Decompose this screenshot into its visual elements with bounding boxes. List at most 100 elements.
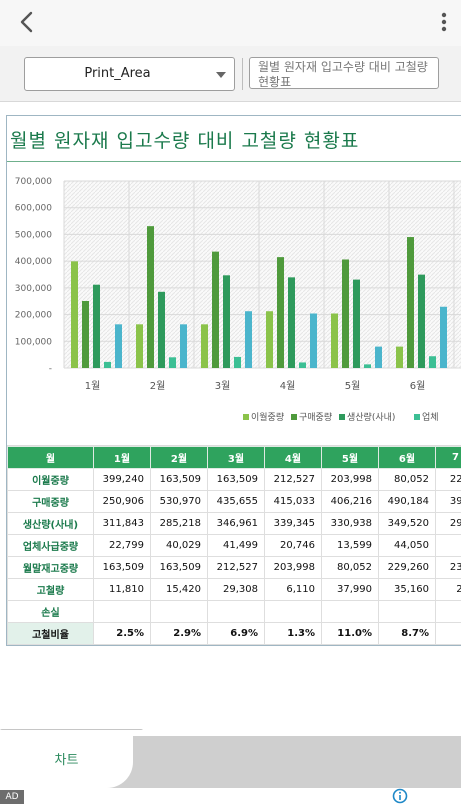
table-cell[interactable] [378, 600, 436, 623]
table-cell[interactable]: 163,509 [93, 556, 151, 579]
table-cell[interactable]: 399,240 [93, 468, 151, 491]
table-cell[interactable]: 298 [435, 512, 461, 535]
table-cell[interactable]: 163,509 [150, 556, 208, 579]
table-cell[interactable]: 80,052 [321, 556, 379, 579]
y-tick-label: 400,000 [15, 257, 52, 267]
table-cell[interactable]: 11,810 [93, 578, 151, 601]
horizontal-scrollbar[interactable] [0, 729, 143, 730]
table-cell[interactable] [150, 600, 208, 623]
row-header[interactable]: 월말재고중량 [7, 556, 94, 579]
y-tick-label: 600,000 [15, 204, 52, 214]
table-cell[interactable]: 339,345 [264, 512, 322, 535]
row-header[interactable]: 구매중량 [7, 490, 94, 513]
table-row: 월말재고중량 163,509 163,509 212,527 203,998 80,052… [7, 556, 461, 579]
table-row: 업체사급중량 22,799 40,029 41,499 20,746 13,599 44,0… [7, 534, 461, 557]
column-header[interactable]: 4월 [264, 446, 322, 469]
table-cell[interactable]: 415,033 [264, 490, 322, 513]
column-header[interactable]: 3월 [207, 446, 265, 469]
legend-label: 업체 [422, 412, 439, 423]
table-cell[interactable]: 44,050 [378, 534, 436, 557]
table-cell[interactable]: 13,599 [321, 534, 379, 557]
name-box-dropdown[interactable]: Print_Area [24, 57, 235, 91]
table-cell[interactable]: 212,527 [264, 468, 322, 491]
table-cell[interactable]: 163,509 [150, 468, 208, 491]
table-cell[interactable]: 2.5% [93, 622, 151, 645]
table-cell[interactable] [321, 600, 379, 623]
data-table[interactable]: 월 1월 2월 3월 4월 5월 6월 7 이월중량 399,240 163,509 163,509 2… [7, 446, 461, 645]
table-cell[interactable]: 349,520 [378, 512, 436, 535]
table-cell[interactable] [264, 600, 322, 623]
table-cell[interactable]: 8.7% [378, 622, 436, 645]
row-header[interactable]: 손실 [7, 600, 94, 623]
info-icon[interactable] [392, 788, 408, 804]
row-header[interactable]: 업체사급중량 [7, 534, 94, 557]
bar [429, 356, 436, 368]
table-cell[interactable]: 80,052 [378, 468, 436, 491]
toolbar-divider [242, 58, 243, 90]
table-cell[interactable]: 230 [435, 556, 461, 579]
legend-swatch [291, 414, 297, 420]
table-cell[interactable]: 530,970 [150, 490, 208, 513]
table-cell[interactable]: 406,216 [321, 490, 379, 513]
formula-value: 월별 원자재 입고수량 대비 고철량 현황표 [258, 60, 428, 89]
legend-label: 이월중량 [251, 411, 284, 423]
row-header[interactable]: 고철비율 [7, 622, 94, 645]
x-tick-label: 5월 [345, 380, 361, 392]
table-cell[interactable]: 2 [435, 534, 461, 557]
table-cell[interactable]: 2.9% [150, 622, 208, 645]
table-cell[interactable]: 229 [435, 468, 461, 491]
column-header[interactable]: 6월 [378, 446, 436, 469]
y-tick-label: 300,000 [15, 284, 52, 294]
table-cell[interactable]: 20,746 [264, 534, 322, 557]
table-cell[interactable] [207, 600, 265, 623]
tab-chart[interactable]: 차트 [0, 736, 133, 788]
table-cell[interactable]: 40,029 [150, 534, 208, 557]
table-cell[interactable]: 6,110 [264, 578, 322, 601]
bar [331, 313, 338, 368]
table-cell[interactable] [435, 622, 461, 645]
table-cell[interactable]: 285,218 [150, 512, 208, 535]
table-cell[interactable]: 203,998 [264, 556, 322, 579]
spreadsheet-area[interactable]: 월별 원자재 입고수량 대비 고철량 현황표 700,000 600,000 500… [0, 102, 461, 730]
bar-chart[interactable]: 700,000 600,000 500,000 400,000 300,000 200,0… [7, 168, 461, 443]
table-cell[interactable]: 398 [435, 490, 461, 513]
table-cell[interactable]: 1.3% [264, 622, 322, 645]
table-cell[interactable]: 6.9% [207, 622, 265, 645]
table-cell[interactable]: 490,184 [378, 490, 436, 513]
table-cell[interactable]: 35,160 [378, 578, 436, 601]
table-cell[interactable]: 41,499 [207, 534, 265, 557]
row-header[interactable]: 생산량(사내) [7, 512, 94, 535]
table-cell[interactable]: 212,527 [207, 556, 265, 579]
tab-chart-label: 차트 [54, 753, 79, 768]
table-cell[interactable]: 163,509 [207, 468, 265, 491]
table-cell[interactable] [435, 600, 461, 623]
column-header[interactable]: 2월 [150, 446, 208, 469]
x-tick-label: 6월 [410, 380, 426, 392]
row-header[interactable]: 이월중량 [7, 468, 94, 491]
table-cell[interactable]: 229,260 [378, 556, 436, 579]
formula-input[interactable]: 월별 원자재 입고수량 대비 고철량 현황표 [249, 57, 439, 89]
table-cell[interactable]: 311,843 [93, 512, 151, 535]
table-cell[interactable]: 250,906 [93, 490, 151, 513]
column-header[interactable]: 5월 [321, 446, 379, 469]
bar [169, 357, 176, 368]
table-cell[interactable]: 37,990 [321, 578, 379, 601]
bar [418, 274, 425, 368]
table-cell[interactable]: 346,961 [207, 512, 265, 535]
back-arrow-icon[interactable] [14, 8, 40, 36]
table-cell[interactable]: 11.0% [321, 622, 379, 645]
bar [104, 361, 111, 368]
more-options-icon[interactable] [436, 10, 452, 36]
table-cell[interactable]: 22,799 [93, 534, 151, 557]
table-cell[interactable]: 29,308 [207, 578, 265, 601]
table-cell[interactable]: 20 [435, 578, 461, 601]
column-header[interactable]: 월 [7, 446, 94, 469]
table-cell[interactable]: 435,655 [207, 490, 265, 513]
row-header[interactable]: 고철량 [7, 578, 94, 601]
column-header[interactable]: 1월 [93, 446, 151, 469]
table-cell[interactable]: 330,938 [321, 512, 379, 535]
column-header[interactable]: 7 [435, 446, 461, 469]
table-cell[interactable]: 203,998 [321, 468, 379, 491]
table-cell[interactable] [93, 600, 151, 623]
table-cell[interactable]: 15,420 [150, 578, 208, 601]
